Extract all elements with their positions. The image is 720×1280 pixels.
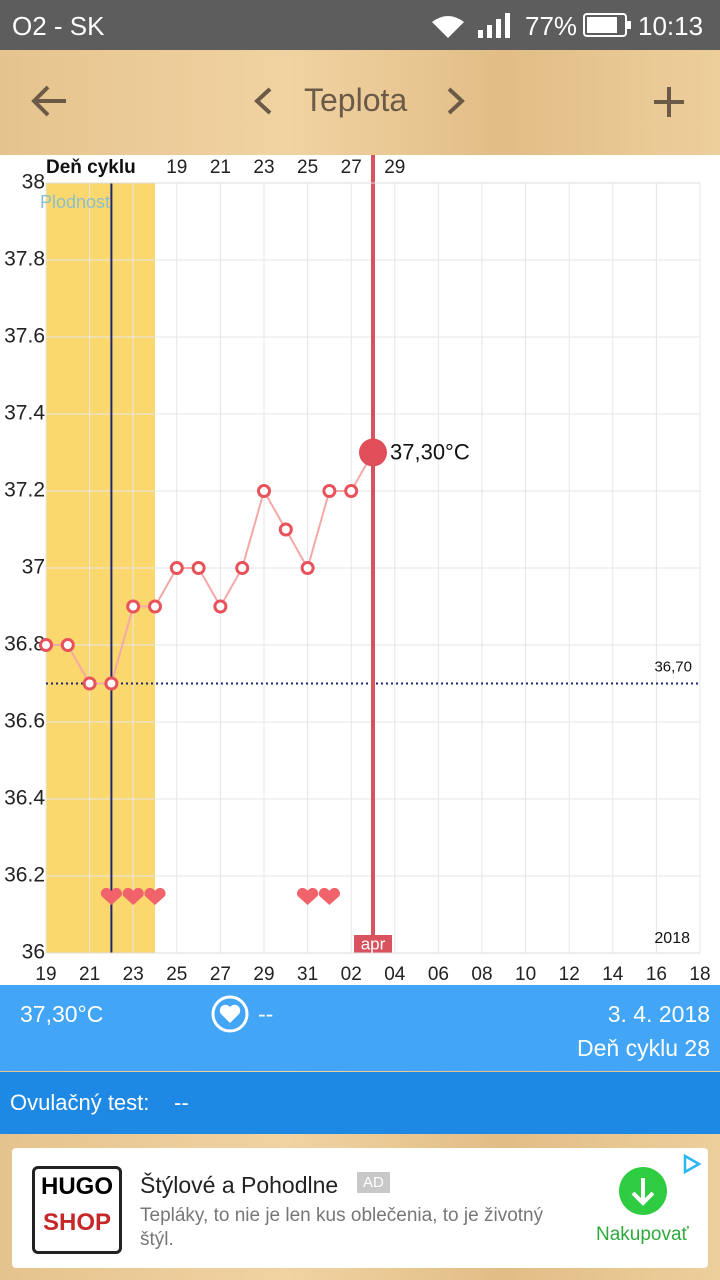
x-tick-label: 25 (166, 964, 187, 985)
fertile-label: Plodnosť (40, 192, 112, 212)
carrier: O2 - SK (12, 11, 105, 41)
temperature-point (39, 638, 53, 652)
y-tick-label: 36 (22, 941, 45, 964)
ovulation-test-bar[interactable]: Ovulačný test: -- (0, 1072, 720, 1134)
temperature-point (169, 561, 184, 575)
x-tick-label: 02 (341, 964, 362, 985)
x-tick-label: 19 (35, 964, 56, 985)
next-button[interactable] (445, 86, 467, 116)
x-tick-label: 06 (428, 964, 449, 985)
summary-intercourse: -- (258, 1001, 274, 1027)
temperature-point (126, 599, 141, 614)
x2-tick-label: 27 (341, 157, 362, 178)
battery-level: 77% (525, 11, 578, 41)
y-tick-label: 36.8 (4, 633, 45, 656)
summary-bar: 37,30°C -- 3. 4. 2018 Deň cyklu 28 (0, 985, 720, 1071)
ovulation-test-value: -- (174, 1090, 189, 1115)
prev-button[interactable] (252, 86, 274, 116)
app-bar: Teplota (0, 50, 720, 155)
ad-logo: HUGO SHOP (32, 1166, 122, 1254)
temperature-point (104, 676, 119, 691)
intercourse-heart (122, 887, 144, 905)
month-badge (354, 935, 392, 953)
x-tick-label: 31 (297, 964, 318, 985)
ad-button[interactable]: Nakupovať (596, 1224, 689, 1245)
year-label: 2018 (654, 930, 690, 947)
y-tick-label: 37 (22, 556, 45, 579)
y-tick-label: 37.8 (4, 248, 45, 271)
x-tick-label: 08 (471, 964, 492, 985)
ad-text: Tepláky, to nie je len kus oblečenia, to… (140, 1205, 544, 1250)
temperature-point (344, 484, 359, 498)
ovulation-test-label: Ovulačný test: (10, 1090, 150, 1115)
x-tick-label: 23 (123, 964, 144, 985)
x-tick-label: 21 (79, 964, 100, 985)
x2-tick-label: 25 (297, 157, 318, 178)
logo-top: HUGO (41, 1173, 113, 1200)
temperature-chart: Plodnosť 36 36.2 36.4 36.6 36.8 37 37.2 37.4 37.6… (0, 155, 720, 985)
y-tick-label: 36.2 (4, 864, 45, 887)
temperature-line (46, 452, 374, 685)
temperature-point (213, 599, 228, 614)
heart-icon (211, 995, 249, 1033)
ad-banner[interactable]: HUGO SHOP Štýlové a Pohodlne AD Tepláky,… (12, 1148, 708, 1268)
temperature-point (322, 484, 337, 498)
summary-cycle-day: Deň cyklu 28 (577, 1035, 710, 1061)
ad-badge: AD (357, 1172, 390, 1193)
selected-point (359, 438, 387, 467)
cover-line-label: 36,70 (654, 658, 692, 675)
y-tick-label: 37.6 (4, 325, 45, 348)
ad-title: Štýlové a Pohodlne (140, 1172, 339, 1198)
back-button[interactable] (30, 84, 70, 118)
temperature-point (257, 484, 271, 498)
y-tick-label: 38 (22, 171, 45, 194)
temperature-point (278, 522, 293, 537)
x-tick-label: 12 (559, 964, 580, 985)
x-tick-label: 27 (210, 964, 231, 985)
intercourse-heart (144, 887, 166, 905)
y-tick-label: 37.2 (4, 479, 45, 502)
x-tick-label: 29 (253, 964, 274, 985)
logo-bottom: SHOP (42, 1209, 111, 1236)
page-title: Teplota (304, 82, 408, 118)
adchoices-icon[interactable] (680, 1152, 704, 1176)
intercourse-heart (318, 887, 340, 905)
ad-button-icon (619, 1167, 667, 1215)
intercourse-heart (297, 887, 319, 905)
temperature-point (235, 561, 250, 575)
x2-tick-label: 19 (166, 157, 187, 178)
x-tick-label: 18 (689, 964, 710, 985)
x2-tick-label: 23 (253, 157, 274, 178)
battery-icon (583, 13, 631, 37)
x-tick-label: 16 (646, 964, 667, 985)
summary-temperature: 37,30°C (20, 1001, 104, 1027)
x2-axis-label: Deň cyklu (46, 157, 136, 178)
clock: 10:13 (638, 11, 704, 41)
x2-tick-label: 21 (210, 157, 231, 178)
x-tick-label: 14 (602, 964, 624, 985)
temperature-point (300, 561, 315, 575)
summary-date: 3. 4. 2018 (607, 1001, 710, 1027)
y-tick-label: 37.4 (4, 402, 45, 425)
add-button[interactable] (652, 85, 686, 119)
temperature-point (60, 638, 75, 652)
intercourse-heart (100, 887, 122, 905)
temperature-point (148, 599, 162, 614)
x-tick-label: 10 (515, 964, 536, 985)
selected-value-label: 37,30°C (390, 439, 470, 464)
y-tick-label: 36.6 (4, 710, 45, 733)
y-tick-label: 36.4 (4, 787, 45, 810)
signal-icons (432, 13, 510, 38)
temperature-point (191, 561, 206, 575)
x2-tick-label: 29 (384, 157, 405, 178)
month-label: apr (361, 934, 386, 953)
temperature-point (82, 676, 97, 691)
x-tick-label: 04 (384, 964, 406, 985)
status-bar: O2 - SK 77% 10:13 (0, 0, 720, 50)
